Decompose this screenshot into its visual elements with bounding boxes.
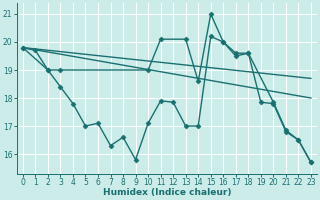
X-axis label: Humidex (Indice chaleur): Humidex (Indice chaleur) [103,188,231,197]
